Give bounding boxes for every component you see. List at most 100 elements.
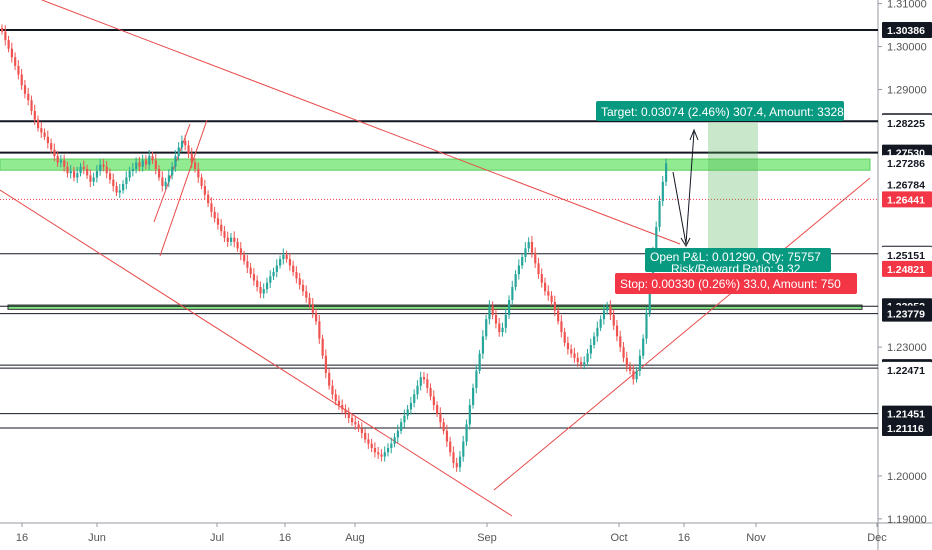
candle-body: [455, 463, 458, 468]
price-axis[interactable]: 1.19000 1.20000 1.23000 1.29000 1.30000 1.310…: [878, 0, 932, 526]
candle-body: [321, 338, 324, 356]
level-price-label: 1.24821: [887, 264, 925, 276]
candle-body: [354, 422, 357, 425]
candle-body: [576, 357, 579, 363]
candle-body: [33, 110, 36, 120]
candle-body: [265, 282, 269, 290]
candle-body: [161, 177, 164, 187]
candle-body: [347, 413, 350, 418]
candle-body: [436, 405, 439, 414]
level-price-tag: [882, 305, 932, 322]
candle-body: [386, 448, 390, 453]
level-price-tag: [882, 191, 932, 208]
candle-body: [658, 201, 661, 227]
candle-body: [292, 265, 295, 272]
candle-body: [177, 147, 180, 157]
candle-body: [171, 166, 174, 176]
candle-body: [216, 218, 220, 225]
candle-body: [579, 362, 583, 365]
level-price-tag: [882, 176, 932, 193]
candle-body: [69, 171, 72, 174]
candle-body: [583, 362, 586, 365]
highlight-zones: [0, 158, 871, 310]
price-tick-label: 1.31000: [887, 0, 927, 11]
candle-body: [364, 432, 367, 440]
candle-body: [370, 443, 373, 449]
candle-body: [661, 181, 664, 202]
candle-body: [40, 128, 43, 133]
candle-body: [413, 394, 416, 403]
candle-body: [275, 265, 278, 272]
candle-body: [629, 366, 632, 371]
candle-body: [92, 177, 95, 182]
candle-body: [259, 287, 262, 294]
candle-body: [472, 387, 475, 406]
candle-body: [328, 372, 331, 386]
candle-body: [609, 306, 612, 315]
candle-body: [383, 452, 386, 457]
target-label-bg: [596, 101, 844, 121]
projection-arrow: [672, 131, 695, 245]
candle-body: [373, 448, 377, 453]
candle-body: [540, 274, 543, 283]
candle-body: [295, 271, 298, 279]
target-label: Target: 0.03074 (2.46%) 307.4, Amount: 3…: [601, 105, 861, 119]
candle-body: [488, 306, 491, 320]
level-price-tag: [882, 114, 932, 131]
candle-body: [79, 166, 82, 174]
candle-body: [164, 181, 167, 187]
candle-body: [566, 342, 570, 350]
candle-body: [324, 355, 328, 373]
level-price-label: 1.23779: [887, 309, 925, 321]
candle-body: [478, 353, 481, 371]
candle-body: [30, 100, 33, 111]
candle-body: [344, 409, 347, 414]
open-pnl-label-bg: [645, 248, 831, 272]
candle-body: [200, 177, 203, 187]
candle-body: [416, 385, 419, 395]
candle-body: [246, 261, 249, 268]
candle-body: [511, 287, 514, 300]
candle-body: [403, 415, 406, 423]
candle-body: [409, 402, 413, 410]
candle-body: [102, 164, 105, 167]
candle-body: [422, 377, 426, 380]
candle-body: [390, 443, 393, 449]
candle-body: [151, 156, 154, 161]
candle-body: [527, 241, 530, 249]
time-tick-label: Aug: [345, 532, 365, 544]
candle-body: [285, 254, 288, 260]
candle-body: [288, 259, 292, 266]
long-position-tool[interactable]: [672, 122, 758, 255]
candle-body: [46, 136, 49, 144]
candle-body: [125, 177, 128, 184]
candle-body: [89, 175, 92, 182]
level-price-tag: [882, 260, 932, 277]
candle-body: [174, 156, 177, 167]
time-axis[interactable]: 16 Jun Jul 16 Aug Sep Oct 16 Nov Dec: [16, 523, 887, 544]
candle-body: [86, 168, 89, 176]
candle-body: [543, 282, 547, 292]
candle-body: [573, 353, 576, 358]
trendline: [159, 119, 208, 257]
candle-body: [337, 400, 341, 406]
level-price-label: 1.28225: [887, 118, 925, 130]
resistance-zone: [0, 158, 871, 171]
candle-body: [432, 396, 435, 406]
candle-body: [50, 143, 53, 150]
candle-body: [481, 336, 485, 354]
level-price-tag: [882, 420, 932, 436]
risk-reward-label: Risk/Reward Ratio: 9.32: [671, 262, 801, 276]
candle-body: [645, 312, 648, 339]
candle-body: [501, 327, 504, 333]
candle-body: [429, 387, 432, 397]
level-price-label: 1.21451: [887, 409, 925, 421]
candle-body: [223, 231, 226, 238]
candle-body: [187, 145, 190, 154]
candle-body: [213, 211, 216, 219]
arrow-head: [689, 128, 699, 141]
time-tick-label: Oct: [610, 532, 627, 544]
level-price-tag: [882, 361, 932, 378]
